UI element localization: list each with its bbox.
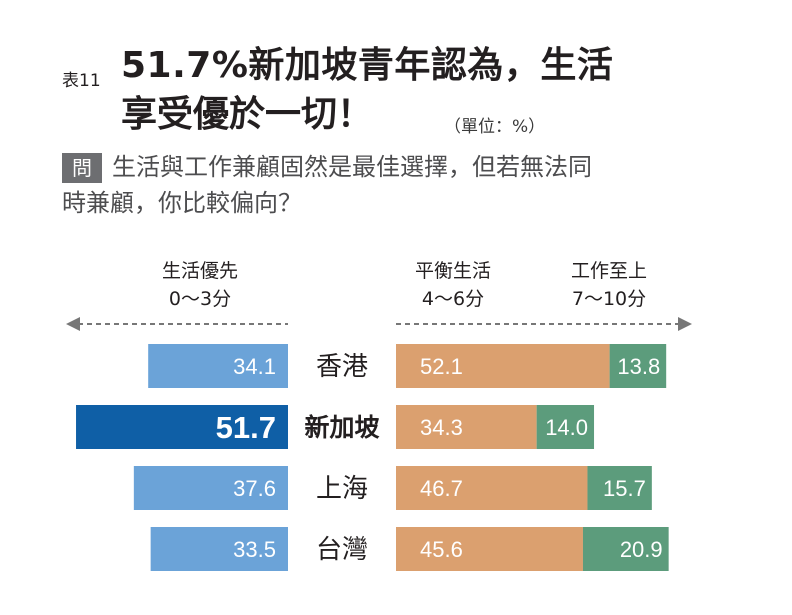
label-life-first: 33.5 bbox=[233, 537, 276, 562]
bar-work-first bbox=[536, 405, 595, 449]
group-header-balance: 平衡生活 4〜6分 bbox=[383, 257, 523, 313]
category-label: 台灣 bbox=[316, 535, 368, 565]
arrow-right bbox=[396, 317, 692, 331]
bar-life-first bbox=[148, 344, 288, 388]
question-text-line1: 生活與工作兼顧固然是最佳選擇，但若無法同 bbox=[112, 153, 592, 181]
bar-balance bbox=[396, 527, 583, 571]
label-balance: 34.3 bbox=[420, 415, 463, 440]
bar-life-first bbox=[76, 405, 288, 449]
category-label: 香港 bbox=[316, 352, 368, 382]
arrow-right-head bbox=[678, 317, 692, 331]
group-name-balance: 平衡生活 bbox=[414, 260, 491, 282]
group-range-work-first: 7〜10分 bbox=[571, 288, 647, 310]
group-name-work-first: 工作至上 bbox=[570, 260, 647, 282]
group-header-life-first: 生活優先 0〜3分 bbox=[130, 257, 270, 313]
bar-work-first bbox=[609, 344, 667, 388]
label-balance: 45.6 bbox=[420, 537, 463, 562]
category-label: 新加坡 bbox=[304, 413, 379, 442]
group-name-life-first: 生活優先 bbox=[161, 260, 238, 282]
chart-title-line2: 享受優於一切！ bbox=[121, 94, 374, 135]
label-work-first: 14.0 bbox=[545, 415, 588, 440]
bar-balance bbox=[396, 344, 610, 388]
bar-life-first bbox=[150, 527, 288, 571]
question-badge: 問 bbox=[62, 153, 102, 183]
label-life-first: 51.7 bbox=[216, 410, 276, 445]
group-header-work-first: 工作至上 7〜10分 bbox=[539, 257, 679, 313]
label-life-first: 34.1 bbox=[233, 354, 276, 379]
label-work-first: 20.9 bbox=[620, 537, 663, 562]
unit-note: （單位：%） bbox=[444, 117, 546, 137]
category-label: 上海 bbox=[316, 474, 368, 504]
bar-balance bbox=[396, 405, 537, 449]
group-range-balance: 4〜6分 bbox=[421, 288, 485, 310]
label-life-first: 37.6 bbox=[233, 476, 276, 501]
arrow-left bbox=[66, 317, 288, 331]
group-range-life-first: 0〜3分 bbox=[168, 288, 232, 310]
bar-life-first bbox=[133, 466, 288, 510]
chart-title-line1: 51.7%新加坡青年認為，生活 bbox=[121, 45, 614, 86]
label-balance: 52.1 bbox=[420, 354, 463, 379]
label-work-first: 15.7 bbox=[603, 476, 646, 501]
question-text-line2: 時兼顧，你比較偏向？ bbox=[62, 189, 302, 217]
label-balance: 46.7 bbox=[420, 476, 463, 501]
bar-work-first bbox=[587, 466, 652, 510]
label-work-first: 13.8 bbox=[617, 354, 660, 379]
arrow-left-head bbox=[66, 317, 80, 331]
bar-balance bbox=[396, 466, 588, 510]
table-number: 表11 bbox=[62, 71, 101, 91]
bars-group: 34.1 香港 52.1 13.8 51.7 新加坡 34.3 14.0 37.6 上海 46.7 1… bbox=[76, 344, 669, 571]
bar-work-first bbox=[582, 527, 669, 571]
